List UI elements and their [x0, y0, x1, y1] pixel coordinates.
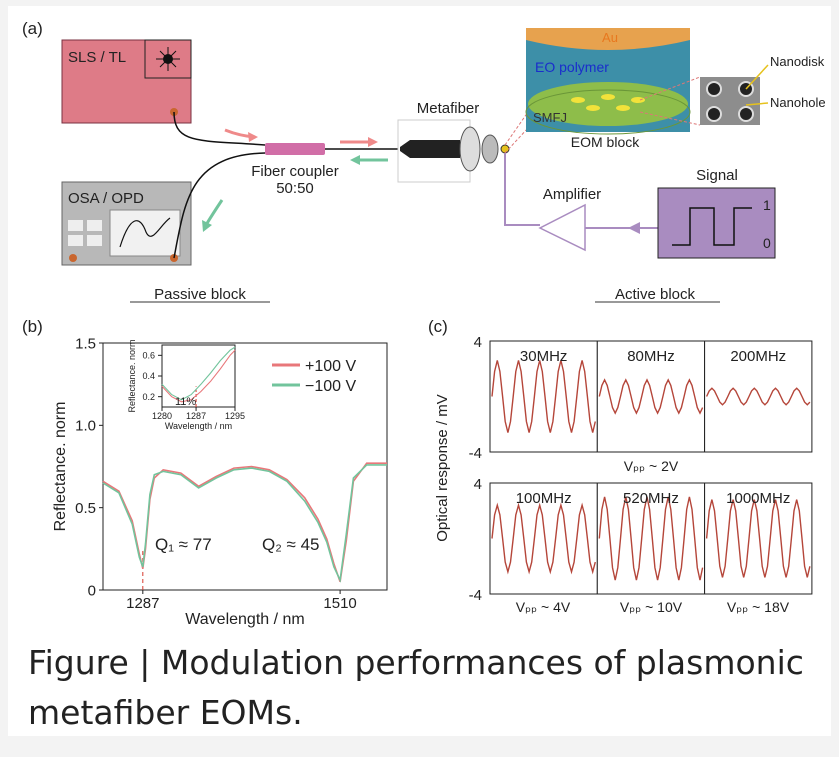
layer-label: SMFJ: [533, 110, 567, 125]
y-axis-label: Optical response / mV: [434, 394, 451, 542]
legend-label: +100 V: [305, 358, 356, 375]
y-axis-label: Reflectance. norm: [127, 339, 137, 412]
disk: [571, 97, 585, 103]
ferrule: [400, 140, 460, 158]
panel-title: 1000MHz: [726, 490, 790, 507]
y-tick-label: 0.4: [142, 371, 155, 381]
layer-label: EO polymer: [535, 59, 609, 75]
amplifier-label: Amplifier: [543, 186, 601, 203]
x-tick-label: 1510: [323, 595, 356, 612]
x-tick-label: 1295: [225, 411, 245, 421]
nanohole: [739, 107, 753, 121]
x-tick-label: 1280: [152, 411, 172, 421]
condition-label: Vₚₚ ~ 4V: [516, 599, 571, 615]
y-axis-label: Reflectance. norm: [52, 402, 69, 532]
nanohole-label: Nanohole: [770, 95, 826, 110]
annotation: Q₁ ≈ 77: [155, 535, 212, 554]
figure-card: (a) SLS / TL OSA / OPD Fiber coupler 50:…: [8, 6, 831, 736]
y-tick-label: 0: [88, 582, 96, 599]
amplifier: [540, 205, 585, 250]
eom-label: EOM block: [571, 134, 640, 150]
annotation: Q₂ ≈ 45: [262, 535, 320, 554]
panel-label: (b): [22, 317, 43, 336]
x-tick-label: 1287: [186, 411, 206, 421]
x-axis-label: Wavelength / nm: [185, 611, 304, 628]
coupler-label: Fiber coupler: [251, 163, 339, 180]
panel-title: 200MHz: [730, 348, 786, 365]
y-tick-label: 0.6: [142, 350, 155, 360]
y-tick-label: 1.0: [75, 418, 96, 435]
panel-label: (a): [22, 19, 43, 38]
arrow-head: [248, 132, 258, 142]
y-tick-label: 1.5: [75, 335, 96, 352]
signal-high: 1: [763, 197, 771, 213]
condition-label: Vₚₚ ~ 18V: [727, 599, 790, 615]
arrow-head: [368, 137, 378, 147]
coupler: [265, 143, 325, 155]
nanodisk-label: Nanodisk: [770, 54, 825, 69]
legend-label: −100 V: [305, 378, 356, 395]
layer-label: Au: [602, 30, 618, 45]
connector: [460, 127, 480, 171]
disk: [601, 94, 615, 100]
body: { "diagram": { "panel_label": "(a)", "so…: [0, 0, 839, 757]
disk: [631, 97, 645, 103]
y-tick-label: -4: [469, 587, 482, 604]
nanohole: [707, 82, 721, 96]
button: [68, 235, 83, 246]
page: Modulation performances of plasmonic met…: [0, 0, 839, 757]
panel-title: 520MHz: [623, 490, 679, 507]
button: [68, 220, 83, 231]
source-label: SLS / TL: [68, 49, 126, 66]
signal-label: Signal: [696, 167, 738, 184]
nanohole: [707, 107, 721, 121]
metafiber-label: Metafiber: [417, 100, 480, 117]
analyzer-label: OSA / OPD: [68, 190, 144, 207]
y-tick-label: -4: [469, 445, 482, 462]
port: [69, 254, 77, 262]
signal-low: 0: [763, 235, 771, 251]
fiber-tip: [501, 145, 509, 153]
panel-title: 80MHz: [627, 348, 675, 365]
disk: [616, 105, 630, 111]
panel-title: 30MHz: [520, 348, 568, 365]
x-tick-label: 1287: [126, 595, 159, 612]
block-label: Active block: [615, 286, 696, 303]
block-label: Passive block: [154, 286, 246, 303]
analyzer-screen: [110, 210, 180, 256]
figure: (a) SLS / TL OSA / OPD Fiber coupler 50:…: [8, 6, 831, 636]
condition-label: Vₚₚ ~ 10V: [620, 599, 683, 615]
x-axis-label: Wavelength / nm: [165, 421, 232, 431]
button: [87, 220, 102, 231]
arrow: [206, 200, 222, 225]
y-tick-label: 0.2: [142, 392, 155, 402]
figure-caption: Figure | Modulation performances of plas…: [28, 638, 818, 738]
y-tick-label: 4: [474, 334, 482, 351]
panel-label: (c): [428, 317, 448, 336]
coupler-ratio: 50:50: [276, 180, 314, 197]
disk: [586, 105, 600, 111]
arrow-head: [350, 155, 360, 165]
connector: [482, 135, 498, 163]
condition-label: Vₚₚ ~ 2V: [624, 458, 679, 474]
annotation: 11%: [175, 396, 196, 408]
signal-box: [658, 188, 775, 258]
panel-title: 100MHz: [516, 490, 572, 507]
arrow-head: [628, 222, 640, 234]
button: [87, 235, 102, 246]
y-tick-label: 0.5: [75, 500, 96, 517]
y-tick-label: 4: [474, 476, 482, 493]
